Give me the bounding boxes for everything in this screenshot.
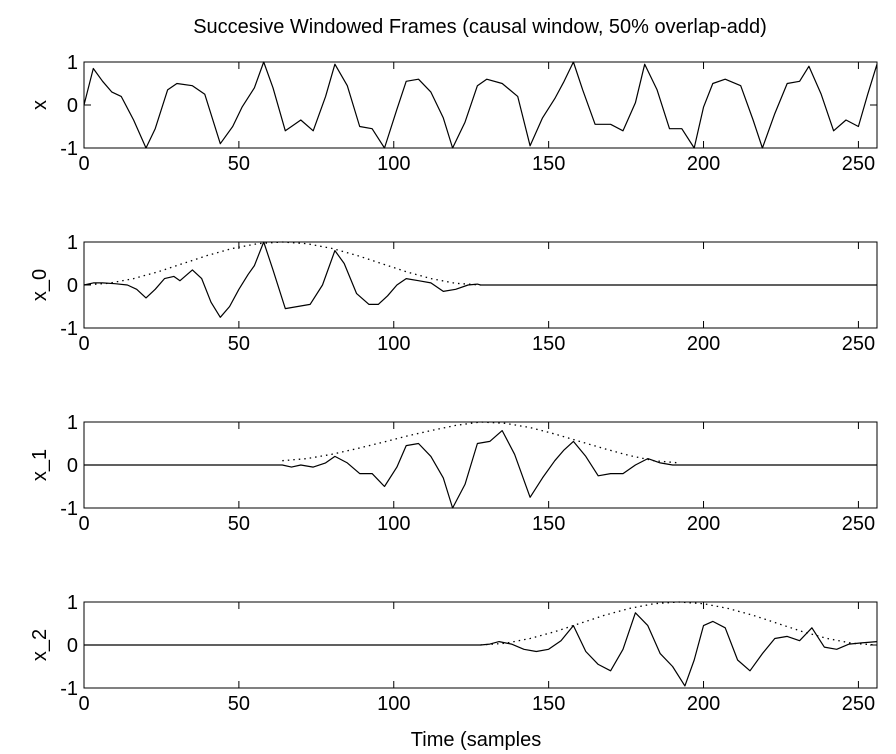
- x-axis-label: Time (samples: [411, 729, 541, 751]
- figure-title: Succesive Windowed Frames (causal window…: [193, 16, 767, 38]
- x-tick-label: 100: [377, 513, 410, 535]
- x-tick-label: 200: [687, 153, 720, 175]
- window-envelope-line: [282, 421, 679, 464]
- x-tick-label: 150: [532, 333, 565, 355]
- signal-line: [83, 61, 878, 149]
- x-tick-label: 200: [687, 333, 720, 355]
- signal-line: [84, 430, 877, 509]
- x-tick-label: 150: [532, 693, 565, 715]
- x-tick-label: 50: [228, 153, 250, 175]
- x-tick-label: 200: [687, 693, 720, 715]
- y-axis-label: x_1: [29, 449, 51, 481]
- x-tick-label: 100: [377, 693, 410, 715]
- y-tick-label: 0: [67, 275, 78, 297]
- x-tick-label: 250: [842, 693, 875, 715]
- y-tick-label: 0: [67, 455, 78, 477]
- signal-line: [84, 612, 878, 687]
- x-tick-label: 250: [842, 513, 875, 535]
- x-tick-label: 100: [377, 153, 410, 175]
- y-tick-label: -1: [60, 318, 78, 340]
- y-tick-label: 1: [67, 592, 78, 614]
- x-tick-label: 50: [228, 513, 250, 535]
- y-axis-label: x_2: [29, 629, 51, 661]
- y-tick-label: 0: [67, 635, 78, 657]
- x-tick-label: 250: [842, 333, 875, 355]
- y-tick-label: -1: [60, 138, 78, 160]
- x-tick-label: 200: [687, 513, 720, 535]
- x-tick-label: 250: [842, 153, 875, 175]
- x-tick-label: 150: [532, 153, 565, 175]
- x-tick-label: 150: [532, 513, 565, 535]
- y-axis-label: x: [29, 100, 51, 110]
- x-tick-label: 0: [78, 513, 89, 535]
- y-tick-label: 1: [67, 52, 78, 74]
- y-tick-label: 1: [67, 232, 78, 254]
- x-tick-label: 50: [228, 333, 250, 355]
- y-tick-label: -1: [60, 498, 78, 520]
- x-tick-label: 50: [228, 693, 250, 715]
- y-tick-label: -1: [60, 678, 78, 700]
- x-tick-label: 0: [78, 693, 89, 715]
- x-tick-label: 100: [377, 333, 410, 355]
- window-envelope-line: [83, 241, 481, 286]
- window-envelope-line: [480, 601, 878, 646]
- signal-line: [83, 241, 877, 318]
- y-tick-label: 0: [67, 95, 78, 117]
- y-tick-label: 1: [67, 412, 78, 434]
- y-axis-label: x_0: [29, 269, 51, 301]
- x-tick-label: 0: [78, 333, 89, 355]
- x-tick-label: 0: [78, 153, 89, 175]
